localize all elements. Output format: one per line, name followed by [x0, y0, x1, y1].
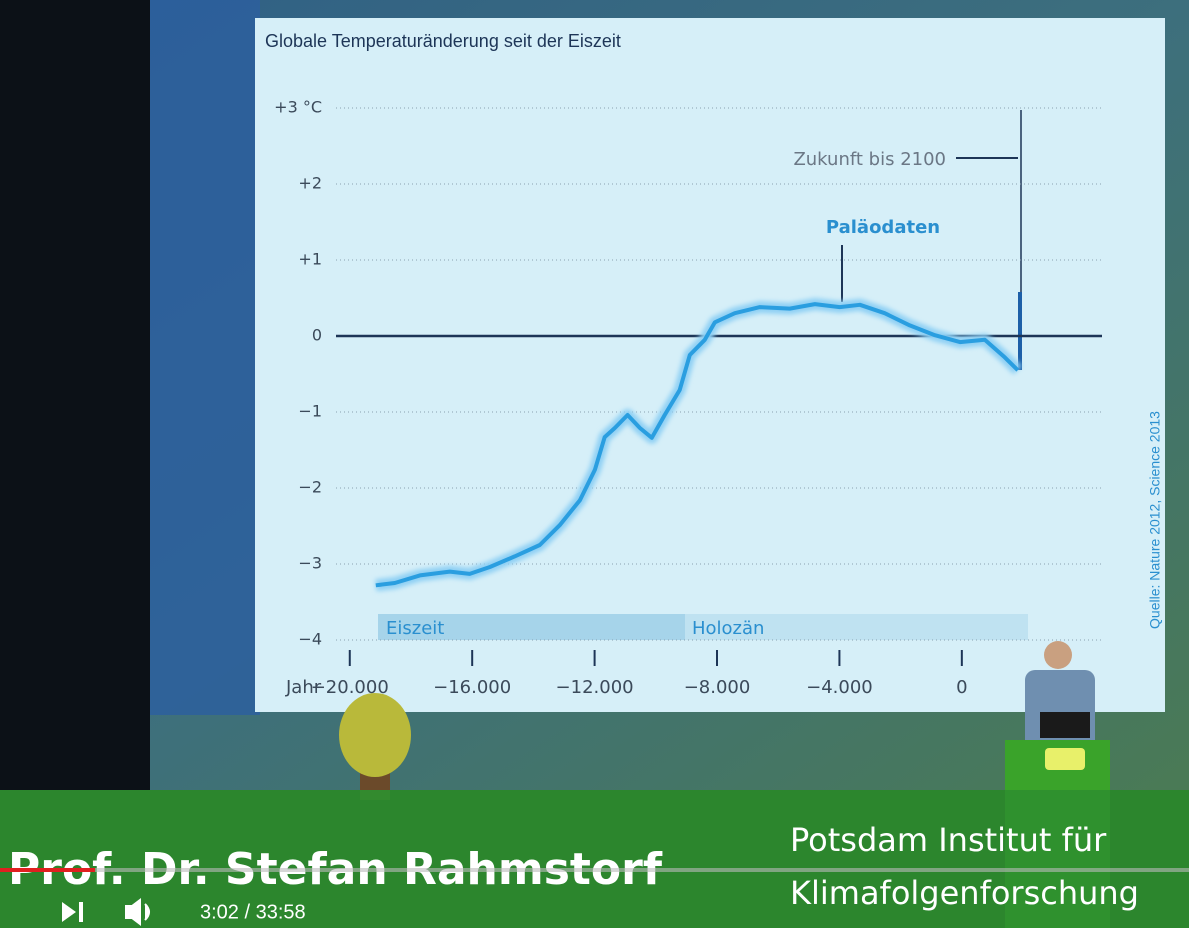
y-tick-label: −1: [298, 402, 322, 421]
band-label: Eiszeit: [386, 618, 444, 639]
x-tick-label: −12.000: [556, 677, 634, 698]
source-note: Quelle: Nature 2012, Science 2013: [1147, 411, 1163, 629]
dark-curtain: [0, 0, 150, 790]
organization: Klimafolgenforschung: [790, 874, 1139, 912]
podium-logo: [1045, 748, 1085, 770]
y-tick-label: −2: [298, 478, 322, 497]
annotation: Paläodaten: [826, 217, 940, 238]
y-tick-label: −4: [298, 630, 322, 649]
x-tick-label: −8.000: [684, 677, 751, 698]
screen-edge: [150, 0, 260, 715]
organization: Potsdam Institut für: [790, 821, 1107, 859]
leaves: [339, 693, 411, 777]
x-tick-label: −16.000: [433, 677, 511, 698]
band-label: Holozän: [692, 618, 764, 639]
y-tick-label: +2: [298, 174, 322, 193]
y-tick-label: +1: [298, 250, 322, 269]
x-tick-label: 0: [956, 677, 967, 698]
head: [1044, 641, 1072, 669]
y-tick-label: −3: [298, 554, 322, 573]
time-display: 3:02 / 33:58: [200, 901, 306, 923]
progress-played: [0, 868, 95, 872]
y-tick-label: +3 °C: [274, 98, 322, 117]
slide: [255, 18, 1165, 712]
x-tick-label: −4.000: [806, 677, 873, 698]
y-tick-label: 0: [312, 326, 322, 345]
video-frame: Globale Temperaturänderung seit der Eisz…: [0, 0, 1189, 928]
annotation: Zukunft bis 2100: [793, 149, 946, 170]
progress-track[interactable]: [0, 868, 1189, 872]
chart-title: Globale Temperaturänderung seit der Eisz…: [265, 31, 621, 51]
laptop: [1040, 712, 1090, 738]
